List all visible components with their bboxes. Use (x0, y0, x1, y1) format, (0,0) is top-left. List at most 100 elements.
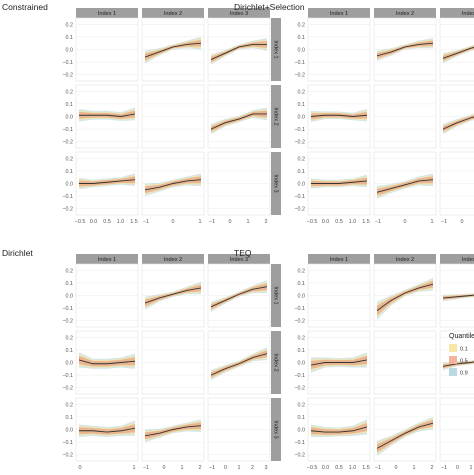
x-tick-label: 0 (224, 465, 227, 471)
median-curve (310, 359, 368, 366)
median-curve (210, 113, 267, 130)
x-tick-label: 0 (172, 219, 175, 225)
median-curve (210, 286, 268, 308)
y-tick-label: −0.1 (294, 373, 305, 379)
y-tick-label: 0.0 (66, 361, 74, 367)
median-curve (442, 46, 474, 59)
facet-strip-row (271, 264, 281, 327)
y-tick-label: 0.1 (298, 169, 306, 175)
x-tick-label: 1 (470, 465, 473, 471)
median-curve (376, 42, 434, 57)
y-tick-label: 0.2 (298, 268, 306, 274)
facet-strip-row (271, 18, 281, 81)
y-tick-label: 0.0 (298, 428, 306, 434)
y-tick-label: 0.2 (298, 156, 306, 162)
facet-strip-column (76, 8, 138, 18)
y-tick-label: −0.2 (62, 73, 73, 79)
x-tick-label: 2 (251, 465, 254, 471)
legend-swatch (449, 356, 457, 364)
y-tick-label: 0.2 (66, 156, 74, 162)
median-curve (144, 179, 202, 191)
facet-strip-column-label: Index 2 (396, 11, 414, 17)
x-tick-label: 0 (229, 219, 232, 225)
quantile-band-0.5 (145, 284, 201, 307)
y-tick-label: 0.1 (66, 169, 74, 175)
median-curve (144, 42, 202, 58)
y-tick-label: 0.2 (298, 22, 306, 28)
x-tick-label: 1.0 (117, 219, 125, 225)
facet-strip-column (440, 254, 474, 264)
x-tick-label: 0 (404, 219, 407, 225)
x-tick-label: 1 (413, 465, 416, 471)
legend-label: 0.5 (460, 359, 468, 365)
median-curve (442, 116, 474, 130)
panel-title: Dirichlet (2, 248, 33, 258)
facet-strip-row-label: Index 3 (273, 174, 279, 192)
y-tick-label: 0.1 (298, 281, 306, 287)
facet-strip-column-label: Index 1 (98, 11, 116, 17)
x-tick-label: 2 (265, 219, 268, 225)
panel-title: Constrained (2, 2, 48, 12)
y-tick-label: 0.0 (66, 48, 74, 54)
y-tick-label: 0.2 (66, 402, 74, 408)
x-tick-label: 0 (456, 465, 459, 471)
median-curve (79, 427, 136, 433)
legend-swatch (449, 344, 457, 352)
x-tick-label: 0.0 (322, 219, 330, 225)
y-tick-label: −0.1 (62, 440, 73, 446)
quantile-band-0.5 (211, 110, 267, 132)
y-tick-label: 0.2 (66, 22, 74, 28)
facet-strip-column-label: Index 2 (164, 257, 182, 263)
x-tick-label: 3 (265, 465, 268, 471)
quantile-band-0.5 (377, 280, 433, 316)
y-tick-label: −0.1 (62, 60, 73, 66)
y-tick-label: 0.0 (298, 294, 306, 300)
median-curve (310, 114, 368, 117)
legend-label: 0.1 (460, 347, 468, 353)
x-tick-label: 0.5 (335, 465, 343, 471)
median-curve (376, 422, 434, 449)
panel-title: Dirichlet+Selection (234, 2, 305, 12)
y-tick-label: 0.2 (66, 89, 74, 95)
x-tick-label: 2 (431, 465, 434, 471)
x-tick-label: −1 (143, 465, 149, 471)
x-tick-label: −1 (209, 219, 215, 225)
median-curve (79, 179, 136, 184)
y-tick-label: 0.0 (66, 115, 74, 121)
x-tick-label: 0 (461, 219, 464, 225)
legend-title: Quantile (449, 333, 474, 340)
facet-strip-column-label: Index 1 (330, 257, 348, 263)
x-tick-label: 0 (395, 465, 398, 471)
facet-strip-column (308, 254, 370, 264)
y-tick-label: 0.1 (66, 415, 74, 421)
y-tick-label: 0.0 (66, 182, 74, 188)
x-tick-label: 1 (133, 465, 136, 471)
legend-label: 0.9 (460, 371, 468, 377)
facet-strip-column-label: Index 3 (462, 257, 474, 263)
x-tick-label: 1.0 (349, 219, 357, 225)
facet-strip-column (374, 254, 436, 264)
x-tick-label: −1 (375, 219, 381, 225)
legend-swatch (449, 368, 457, 376)
quantile-band-0.5 (377, 40, 433, 59)
y-tick-label: −0.1 (62, 373, 73, 379)
facet-strip-column-label: Index 2 (396, 257, 414, 263)
facet-strip-row-label: Index 1 (273, 40, 279, 58)
quantile-band-0.5 (377, 419, 433, 453)
x-tick-label: 1 (181, 465, 184, 471)
y-tick-label: −0.2 (294, 207, 305, 213)
x-tick-label: −0.5 (307, 465, 318, 471)
y-tick-label: −0.2 (62, 386, 73, 392)
facet-strip-row-label: Index 2 (273, 107, 279, 125)
median-curve (79, 113, 136, 117)
y-tick-label: 0.0 (66, 294, 74, 300)
quantile-band-0.5 (145, 39, 201, 61)
y-tick-label: −0.1 (62, 127, 73, 133)
x-tick-label: 0.0 (90, 219, 98, 225)
median-curve (144, 287, 202, 304)
y-tick-label: 0.1 (66, 35, 74, 41)
y-tick-label: −0.1 (62, 306, 73, 312)
facet-strip-row-label: Index 3 (273, 420, 279, 438)
panel-title: TEQ (234, 248, 252, 258)
facet-strip-column-label: Index 2 (164, 11, 182, 17)
